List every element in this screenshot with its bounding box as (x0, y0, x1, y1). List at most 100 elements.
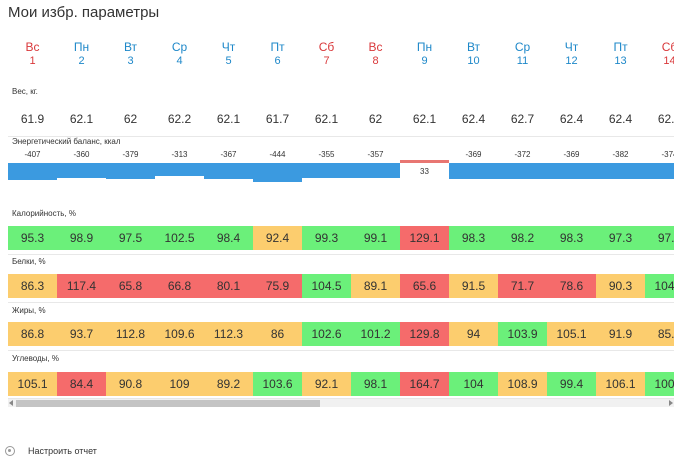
day-number: 1 (29, 55, 36, 67)
day-column[interactable]: Вт 10 (449, 40, 498, 68)
scroll-left-arrow-icon[interactable] (9, 400, 13, 406)
energy-value-label: -357 (367, 150, 384, 159)
day-name: Пн (73, 40, 90, 54)
day-name: Пн (416, 40, 433, 54)
weight-value: 61.7 (265, 112, 290, 126)
configure-report-link[interactable]: Настроить отчет (5, 446, 97, 456)
day-name: Пт (613, 40, 628, 54)
metric-cell: 97.3 (596, 226, 645, 250)
energy-value-label: -374 (661, 150, 674, 159)
divider (8, 350, 674, 351)
energy-bar (8, 163, 57, 180)
energy-day: -382 (596, 146, 645, 182)
energy-day: -357 (351, 146, 400, 182)
energy-bar (155, 163, 204, 176)
weight-value: 62 (368, 112, 383, 126)
day-column[interactable]: Вт 3 (106, 40, 155, 68)
day-column[interactable]: Сб 14 (645, 40, 674, 68)
day-number: 11 (516, 55, 529, 67)
metric-cell: 85.3 (645, 322, 674, 346)
scrollbar-thumb[interactable] (16, 400, 320, 407)
day-number: 9 (421, 55, 428, 67)
energy-day: -407 (8, 146, 57, 182)
day-number: 8 (372, 55, 379, 67)
metric-cell: 98.9 (57, 226, 106, 250)
day-column[interactable]: Вс 1 (8, 40, 57, 68)
day-number: 5 (225, 55, 232, 67)
metric-cell: 109 (155, 372, 204, 396)
weight-value: 62.4 (657, 112, 674, 126)
metric-cell: 84.4 (57, 372, 106, 396)
day-column[interactable]: Пт 13 (596, 40, 645, 68)
energy-day: -379 (106, 146, 155, 182)
day-name: Ср (171, 40, 188, 54)
metric-cell: 129.1 (400, 226, 449, 250)
day-column[interactable]: Пн 2 (57, 40, 106, 68)
energy-bar (204, 163, 253, 179)
day-name: Вт (466, 40, 481, 54)
metric-cell: 164.7 (400, 372, 449, 396)
day-number: 3 (127, 55, 134, 67)
metric-cell: 89.1 (351, 274, 400, 298)
metric-cell: 89.2 (204, 372, 253, 396)
day-name: Вс (25, 40, 40, 54)
horizontal-scrollbar[interactable] (8, 398, 674, 407)
day-number: 13 (614, 55, 627, 67)
metric-cell: 112.8 (106, 322, 155, 346)
weight-row: 61.9 62.1 62 62.2 62.1 61.7 62.1 62 62.1 62.4 62.7… (8, 110, 674, 128)
energy-value-label: 33 (420, 167, 429, 176)
day-column[interactable]: Вс 8 (351, 40, 400, 68)
metric-cell: 80.1 (204, 274, 253, 298)
metric-cell: 65.6 (400, 274, 449, 298)
energy-bar (547, 163, 596, 179)
weight-value: 62.4 (608, 112, 633, 126)
weight-value: 62 (123, 112, 138, 126)
day-name: Вс (368, 40, 383, 54)
metric-cell: 103.9 (498, 322, 547, 346)
metric-cell: 105.1 (547, 322, 596, 346)
day-number: 12 (565, 55, 578, 67)
metric-cell: 102.5 (155, 226, 204, 250)
energy-value-label: -379 (122, 150, 139, 159)
scroll-right-arrow-icon[interactable] (669, 400, 673, 406)
energy-bar (57, 163, 106, 178)
weight-value: 62.1 (412, 112, 437, 126)
metric-label-2: Жиры, % (12, 306, 46, 315)
metric-cell: 91.5 (449, 274, 498, 298)
metric-cell: 98.2 (498, 226, 547, 250)
metric-label-1: Белки, % (12, 257, 46, 266)
energy-day: -360 (57, 146, 106, 182)
day-column[interactable]: Чт 12 (547, 40, 596, 68)
metric-cell: 94 (449, 322, 498, 346)
metric-cell: 101.2 (351, 322, 400, 346)
energy-bar (302, 163, 351, 178)
metric-row-calories: 95.3 98.9 97.5 102.5 98.4 92.4 99.3 99.1 129.1 98… (8, 226, 674, 250)
energy-day: -313 (155, 146, 204, 182)
day-column[interactable]: Ср 4 (155, 40, 204, 68)
day-column[interactable]: Пт 6 (253, 40, 302, 68)
metric-cell: 86 (253, 322, 302, 346)
day-column[interactable]: Пн 9 (400, 40, 449, 68)
weight-value: 62.1 (216, 112, 241, 126)
weight-value: 62.4 (461, 112, 486, 126)
weight-value: 62.2 (167, 112, 192, 126)
day-column[interactable]: Ср 11 (498, 40, 547, 68)
metric-cell: 99.3 (302, 226, 351, 250)
day-column[interactable]: Сб 7 (302, 40, 351, 68)
day-name: Ср (514, 40, 531, 54)
energy-value-label: -382 (612, 150, 629, 159)
metric-cell: 95.3 (8, 226, 57, 250)
metric-cell: 97.9 (645, 226, 674, 250)
metric-cell: 90.3 (596, 274, 645, 298)
energy-value-label: -444 (269, 150, 286, 159)
day-number: 6 (274, 55, 281, 67)
metric-cell: 90.8 (106, 372, 155, 396)
energy-value-label: -313 (171, 150, 188, 159)
metric-cell: 98.3 (547, 226, 596, 250)
energy-bar (253, 163, 302, 182)
energy-value-label: -367 (220, 150, 237, 159)
day-column[interactable]: Чт 5 (204, 40, 253, 68)
energy-day: -372 (498, 146, 547, 182)
energy-value-label: -360 (73, 150, 90, 159)
metric-cell: 93.7 (57, 322, 106, 346)
